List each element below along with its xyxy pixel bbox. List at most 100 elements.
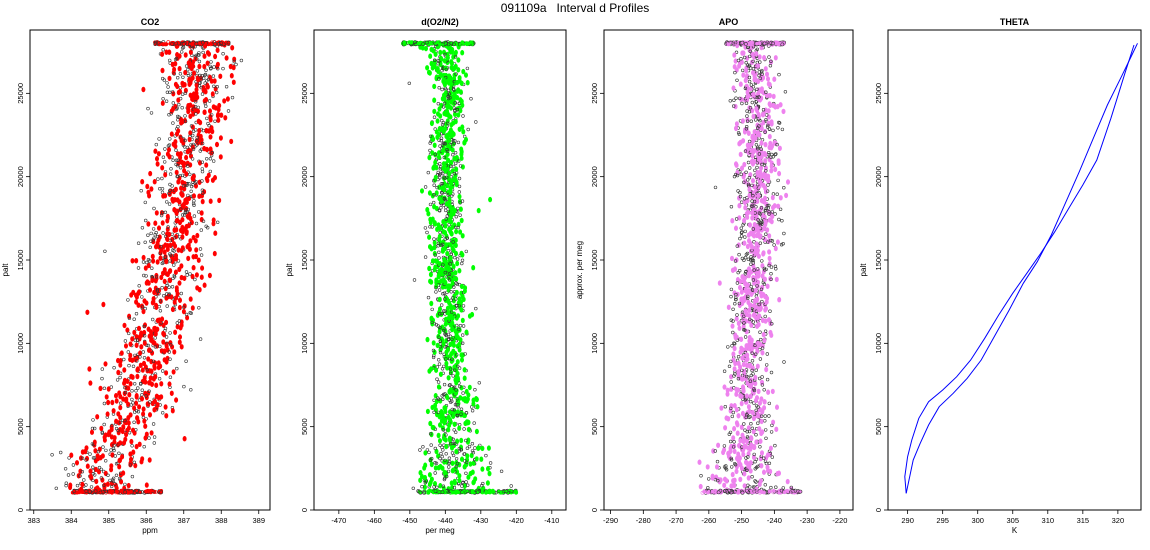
data-point [732,426,737,432]
data-point [129,456,134,463]
data-point [437,288,442,292]
x-tick-label: 388 [215,516,228,525]
data-point [163,255,168,259]
data-point [476,207,481,214]
data-point [770,388,775,395]
data-point [440,182,445,186]
data-point [140,179,145,185]
data-point [183,226,188,232]
data-point [769,163,774,170]
data-point [770,152,774,157]
data-point [742,471,747,477]
data-point [80,481,85,488]
data-point [427,234,432,240]
data-point [191,201,196,206]
data-point [438,230,442,235]
data-point [756,78,761,85]
data-point [106,386,111,392]
data-point [111,408,116,414]
data-point [153,148,158,154]
data-point [697,459,702,465]
y-tick-label: 25000 [590,83,599,104]
data-point [224,55,229,61]
data-point [462,427,466,431]
data-point [775,239,780,245]
data-point [726,345,730,349]
data-point [114,393,119,399]
data-point [485,466,490,472]
data-point [435,377,439,381]
data-point [134,394,139,400]
data-point [461,114,465,118]
data-point [158,344,162,349]
data-point [159,321,163,325]
data-point [767,401,771,406]
data-point [189,189,193,194]
data-point [156,151,161,157]
data-point [759,463,764,469]
data-point [168,357,172,361]
data-point [432,204,437,210]
data-point [111,446,116,451]
data-point [758,330,762,334]
data-point [723,425,728,431]
data-point [437,329,442,335]
data-point [226,40,231,45]
data-point [424,40,429,45]
data-point [217,102,222,109]
data-point [64,481,69,485]
data-point [161,155,166,159]
data-point [432,142,437,149]
data-point [738,364,743,370]
panel-title: d(O2/N2) [421,17,459,27]
data-point [454,457,459,461]
data-point [149,231,153,236]
data-point [128,381,133,387]
data-point [184,64,189,68]
data-point [750,69,755,76]
data-point [143,379,148,385]
data-point [432,410,436,414]
data-point [169,112,173,116]
data-point [164,335,169,339]
data-point [732,482,737,489]
data-point [71,463,76,467]
data-point [767,133,772,140]
y-tick-label: 5000 [300,418,309,435]
data-point [203,81,207,85]
data-point [128,356,133,363]
data-point [130,258,135,264]
data-point [184,171,189,177]
data-point [430,404,435,411]
data-point [421,445,425,449]
data-point [442,58,447,64]
data-point [164,271,169,277]
data-point [189,124,194,128]
data-point [457,268,462,274]
data-point [161,231,165,235]
data-point [769,272,773,276]
data-point [765,352,769,356]
data-point [459,352,464,358]
data-point [197,51,201,55]
data-point [88,473,93,480]
data-point [411,486,415,490]
data-point [716,490,721,495]
data-point [509,484,513,488]
data-point [458,206,463,212]
data-point [413,40,418,45]
data-point [427,450,431,455]
data-point [188,272,192,276]
data-point [212,78,217,84]
theta-line-2 [905,43,1138,494]
data-point [174,56,179,61]
plot-frame [313,29,567,511]
data-point [152,407,157,413]
data-point [188,311,192,315]
data-point [178,325,183,331]
data-point [430,225,434,229]
data-point [741,451,746,458]
data-point [183,52,188,58]
data-point [195,232,200,239]
